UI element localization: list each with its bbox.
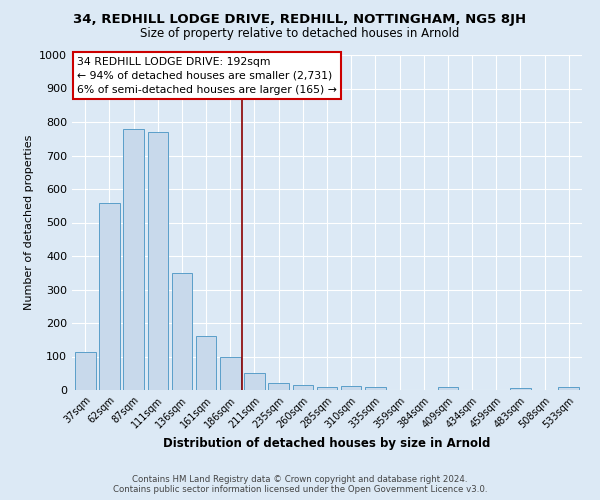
Bar	[510, 388, 530, 390]
Bar	[437, 386, 458, 390]
Bar	[365, 388, 386, 390]
Bar	[196, 336, 217, 390]
Bar	[293, 386, 313, 390]
Text: Size of property relative to detached houses in Arnold: Size of property relative to detached ho…	[140, 28, 460, 40]
Bar	[148, 132, 168, 390]
Text: Contains HM Land Registry data © Crown copyright and database right 2024.
Contai: Contains HM Land Registry data © Crown c…	[113, 474, 487, 494]
Bar	[559, 388, 579, 390]
Bar	[172, 274, 192, 390]
Bar	[75, 352, 95, 390]
Bar	[317, 388, 337, 390]
Bar	[244, 372, 265, 390]
Bar	[99, 204, 120, 390]
Bar	[124, 129, 144, 390]
Y-axis label: Number of detached properties: Number of detached properties	[23, 135, 34, 310]
Bar	[220, 356, 241, 390]
Bar	[268, 382, 289, 390]
Text: 34, REDHILL LODGE DRIVE, REDHILL, NOTTINGHAM, NG5 8JH: 34, REDHILL LODGE DRIVE, REDHILL, NOTTIN…	[73, 12, 527, 26]
X-axis label: Distribution of detached houses by size in Arnold: Distribution of detached houses by size …	[163, 436, 491, 450]
Text: 34 REDHILL LODGE DRIVE: 192sqm
← 94% of detached houses are smaller (2,731)
6% o: 34 REDHILL LODGE DRIVE: 192sqm ← 94% of …	[77, 56, 337, 94]
Bar	[341, 386, 361, 390]
